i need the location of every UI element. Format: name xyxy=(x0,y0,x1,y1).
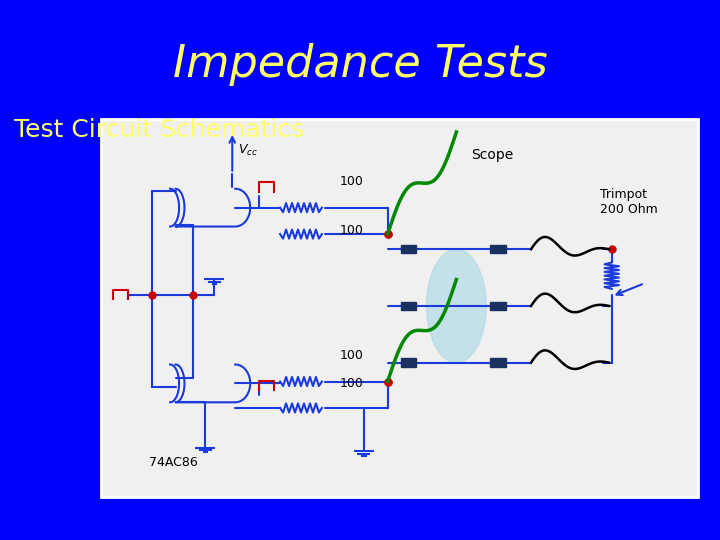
Text: 100: 100 xyxy=(340,348,364,362)
Text: 100: 100 xyxy=(340,174,364,188)
Bar xyxy=(490,302,506,310)
Bar xyxy=(401,245,416,253)
Text: 100: 100 xyxy=(340,224,364,237)
Bar xyxy=(490,359,506,367)
Text: Trimpot
200 Ohm: Trimpot 200 Ohm xyxy=(600,188,657,216)
Bar xyxy=(490,245,506,253)
Text: $V_{cc}$: $V_{cc}$ xyxy=(238,144,258,158)
Ellipse shape xyxy=(426,249,486,363)
Bar xyxy=(101,119,698,497)
Text: Impedance Tests: Impedance Tests xyxy=(173,43,547,86)
Text: 100: 100 xyxy=(340,377,364,390)
Text: Test Circuit Schematics: Test Circuit Schematics xyxy=(14,118,305,141)
Text: Scope: Scope xyxy=(472,148,513,161)
Text: 74AC86: 74AC86 xyxy=(148,456,197,469)
Bar xyxy=(401,359,416,367)
Bar xyxy=(401,302,416,310)
